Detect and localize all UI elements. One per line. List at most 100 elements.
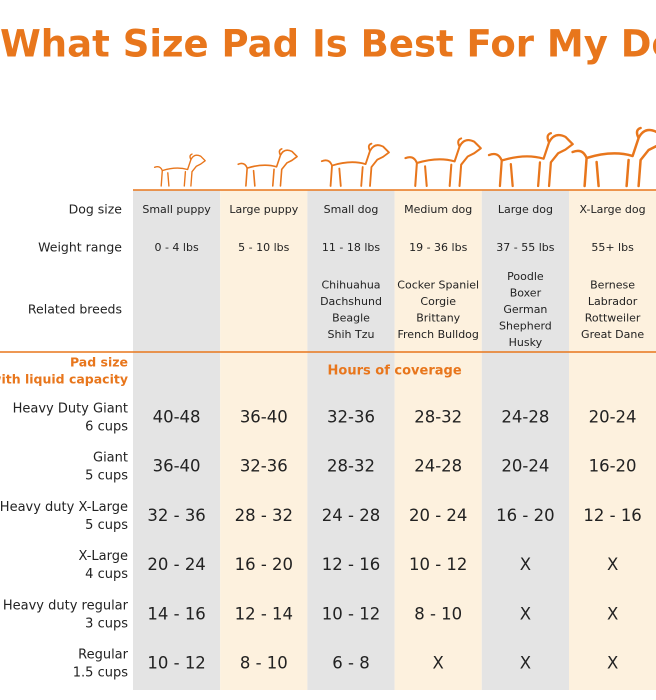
hours-cell: 20-24 [501,457,549,476]
weight: 5 - 10 lbs [238,241,289,254]
hours-cell: 8 - 10 [240,654,288,673]
dog-icon [404,137,482,188]
weight: 55+ lbs [591,241,634,254]
weight: 11 - 18 lbs [322,241,380,254]
breed: Brittany [416,311,460,324]
hours-cell: 28-32 [327,457,375,476]
weight: 37 - 55 lbs [496,241,554,254]
dog-size: Small dog [324,203,379,216]
hours-cell: 12 - 16 [322,555,380,574]
row-label: Regular [78,648,129,663]
hours-cell: 8 - 10 [414,604,462,623]
hours-cell: 24-28 [414,457,462,476]
hours-cell: X [520,555,531,574]
hours-cell: 10 - 12 [409,555,467,574]
hours-cell: X [607,654,618,673]
breed: Husky [509,336,543,349]
column-bg [220,190,308,690]
row-label: 5 cups [85,518,128,533]
hours-cell: 10 - 12 [147,654,205,673]
hours-cell: 28-32 [414,408,462,427]
breed: Corgie [420,295,456,308]
breed: Poodle [507,270,544,283]
hours-cell: 32-36 [327,408,375,427]
row-label: with liquid capacity [0,372,128,387]
hours-cell: 36-40 [240,408,288,427]
hours-cell: 20 - 24 [409,506,467,525]
row-label: Pad size [70,355,128,370]
dog-icon [237,148,298,187]
breed: Cocker Spaniel [397,278,479,291]
hours-cell: 32-36 [240,457,288,476]
row-label: 1.5 cups [73,666,128,681]
dog-outline [571,126,656,188]
row-label: Dog size [69,202,123,217]
breed: Boxer [510,287,542,300]
hours-cell: 14 - 16 [147,604,205,623]
breed: Dachshund [320,295,382,308]
dog-icon [153,153,206,187]
row-label: Giant [93,451,128,466]
dog-outline [487,132,574,188]
column-bg [394,190,482,690]
hours-cell: 6 - 8 [332,654,369,673]
breed: Rottweiler [585,311,641,324]
hours-cell: X [433,654,444,673]
hours-cell: X [520,654,531,673]
dog-icon [320,142,390,187]
breed: Shih Tzu [328,328,375,341]
hours-cell: 16-20 [589,457,637,476]
dog-size: Medium dog [404,203,472,216]
dog-outline [320,142,390,187]
row-label: 4 cups [85,567,128,582]
hours-cell: X [607,555,618,574]
hours-cell: 12 - 14 [235,604,293,623]
hours-cell: X [520,604,531,623]
breed: Bernese [590,278,635,291]
row-label: 6 cups [85,420,128,435]
dog-icon [487,132,574,188]
column-bg [481,190,569,690]
hours-cell: 10 - 12 [322,604,380,623]
hours-cell: 24 - 28 [322,506,380,525]
hours-cell: 20-24 [589,408,637,427]
hours-cell: 28 - 32 [235,506,293,525]
weight: 0 - 4 lbs [154,241,198,254]
breed: Shepherd [499,320,552,333]
column-bg [133,190,221,690]
breed: German [503,303,547,316]
hours-cell: 16 - 20 [496,506,554,525]
hours-cell: 36-40 [153,457,201,476]
dog-icon [571,126,656,188]
dog-size: Large dog [498,203,553,216]
hours-cell: 20 - 24 [147,555,205,574]
row-label: Heavy duty X-Large [0,500,128,515]
hours-cell: X [607,604,618,623]
dog-size: Small puppy [142,203,211,216]
dog-size: X-Large dog [580,203,646,216]
hours-cell: 12 - 16 [583,506,641,525]
hours-cell: 24-28 [501,408,549,427]
breed: Chihuahua [321,278,380,291]
title: What Size Pad Is Best For My Dog? [0,23,656,66]
hours-cell: 40-48 [153,408,201,427]
row-label: Related breeds [28,302,122,317]
weight: 19 - 36 lbs [409,241,467,254]
dog-size: Large puppy [229,203,298,216]
row-label: X-Large [78,549,128,564]
row-label: Heavy duty regular [3,598,129,613]
breed: Great Dane [581,328,644,341]
breed: Labrador [588,295,638,308]
hours-cell: 32 - 36 [147,506,205,525]
hours-cell: 16 - 20 [235,555,293,574]
breed: Beagle [332,311,370,324]
row-label: 3 cups [85,616,128,631]
breed: French Bulldog [398,328,479,341]
row-label: 5 cups [85,469,128,484]
hours-header: Hours of coverage [328,364,462,379]
dog-outline [404,137,482,188]
row-label: Heavy Duty Giant [13,402,128,417]
dog-outline [153,153,206,187]
dog-outline [237,148,298,187]
